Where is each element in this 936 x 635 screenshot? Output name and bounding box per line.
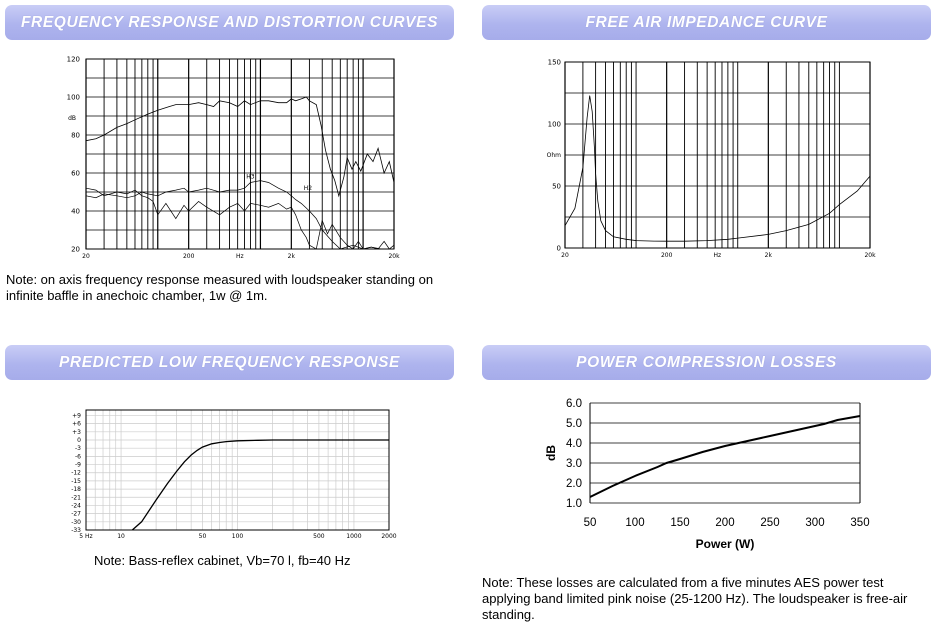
lf-ytick: -12 bbox=[71, 470, 81, 477]
freq-ytick: 80 bbox=[71, 132, 80, 140]
pc-ytick: 1.0 bbox=[566, 498, 582, 510]
imp-series-impedance bbox=[564, 95, 871, 242]
lf-ytick: +6 bbox=[72, 421, 81, 428]
imp-ytick: 100 bbox=[548, 121, 561, 129]
freq-xtick: 20k bbox=[388, 253, 400, 260]
imp-ytick: 150 bbox=[548, 59, 561, 67]
lf-xtick: 2000 bbox=[381, 533, 396, 540]
freq-xtick: 20 bbox=[82, 253, 90, 260]
lf-ytick: -24 bbox=[71, 502, 81, 509]
freq-label-h2: H2 bbox=[304, 185, 313, 192]
lf-ytick: -15 bbox=[71, 478, 81, 485]
freq-xtick: 200 bbox=[183, 253, 195, 260]
lf-ytick: 0 bbox=[77, 437, 81, 444]
lf-xtick: 100 bbox=[232, 533, 244, 540]
lf-ytick: -33 bbox=[71, 527, 81, 534]
imp-frame bbox=[564, 61, 871, 249]
freq-series-frequency-response bbox=[85, 96, 395, 198]
freq-ytick: 40 bbox=[71, 208, 80, 216]
pc-ytick: 2.0 bbox=[566, 478, 582, 490]
freq-xtick: Hz bbox=[236, 253, 244, 260]
freq-series-h2 bbox=[85, 187, 395, 250]
pc-xtick: 200 bbox=[715, 517, 734, 529]
lf-ytick: -6 bbox=[75, 453, 81, 460]
freq-label-h3: H3 bbox=[246, 174, 255, 181]
note-power-compression: Note: These losses are calculated from a… bbox=[482, 575, 908, 622]
note-low-frequency: Note: Bass-reflex cabinet, Vb=70 l, fb=4… bbox=[94, 553, 351, 568]
lf-xtick: 50 bbox=[199, 533, 207, 540]
imp-ytick: 0 bbox=[557, 245, 561, 253]
banner-frequency-response: FREQUENCY RESPONSE AND DISTORTION CURVES bbox=[5, 5, 454, 40]
pc-xtick: 350 bbox=[850, 517, 869, 529]
imp-xtick: 20 bbox=[561, 252, 569, 259]
pc-xlabel: Power (W) bbox=[696, 537, 755, 551]
lf-ytick: -3 bbox=[75, 445, 81, 452]
lf-ytick: -27 bbox=[71, 511, 81, 518]
imp-xtick: Hz bbox=[713, 252, 721, 259]
imp-ylabel: Ohm bbox=[547, 152, 562, 159]
pc-xtick: 100 bbox=[625, 517, 644, 529]
imp-xtick: 200 bbox=[661, 252, 673, 259]
freq-frame bbox=[85, 58, 395, 250]
pc-ytick: 4.0 bbox=[566, 438, 582, 450]
lf-ytick: -9 bbox=[75, 462, 81, 469]
lf-ytick: +9 bbox=[72, 412, 81, 419]
pc-xtick: 150 bbox=[670, 517, 689, 529]
note-frequency-response: Note: on axis frequency response measure… bbox=[6, 272, 434, 303]
pc-ytick: 5.0 bbox=[566, 418, 582, 430]
imp-ytick: 50 bbox=[552, 183, 561, 191]
lf-xtick: 5 Hz bbox=[79, 533, 92, 540]
pc-ylabel: dB bbox=[544, 445, 558, 461]
freq-ylabel: dB bbox=[68, 115, 76, 122]
pc-series-compression bbox=[589, 415, 861, 498]
lf-ytick: -21 bbox=[71, 494, 81, 501]
banner-low-frequency-response: PREDICTED LOW FREQUENCY RESPONSE bbox=[5, 345, 454, 380]
lf-xtick: 500 bbox=[313, 533, 325, 540]
imp-xtick: 20k bbox=[864, 252, 876, 259]
freq-ytick: 20 bbox=[71, 246, 80, 254]
pc-ytick: 3.0 bbox=[566, 458, 582, 470]
pc-xtick: 50 bbox=[584, 517, 597, 529]
lf-ytick: -18 bbox=[71, 486, 81, 493]
pc-ytick: 6.0 bbox=[566, 398, 582, 410]
lf-xtick: 10 bbox=[117, 533, 125, 540]
pc-xtick: 300 bbox=[805, 517, 824, 529]
freq-series-h3 bbox=[85, 180, 394, 250]
pc-xtick: 250 bbox=[760, 517, 779, 529]
lf-series-response bbox=[131, 439, 389, 531]
banner-impedance-curve: FREE AIR IMPEDANCE CURVE bbox=[482, 5, 931, 40]
lf-xtick: 1000 bbox=[346, 533, 361, 540]
freq-ytick: 120 bbox=[67, 56, 80, 64]
freq-ytick: 100 bbox=[67, 94, 80, 102]
lf-ytick: +3 bbox=[72, 429, 81, 436]
freq-ytick: 60 bbox=[71, 170, 80, 178]
banner-power-compression: POWER COMPRESSION LOSSES bbox=[482, 345, 931, 380]
lf-ytick: -30 bbox=[71, 519, 81, 526]
lf-frame bbox=[85, 409, 390, 531]
freq-xtick: 2k bbox=[288, 253, 296, 260]
imp-xtick: 2k bbox=[765, 252, 773, 259]
